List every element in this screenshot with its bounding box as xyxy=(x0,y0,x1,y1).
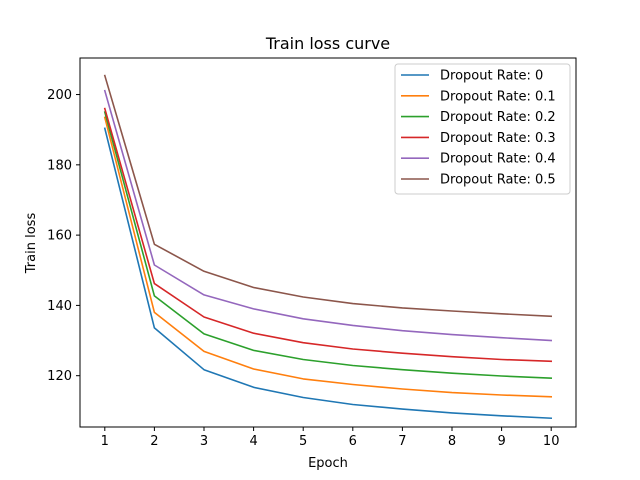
chart-title: Train loss curve xyxy=(265,34,390,53)
legend: Dropout Rate: 0 Dropout Rate: 0.1 Dropout … xyxy=(394,63,571,195)
series-line-1 xyxy=(103,116,553,398)
y-tick-label: 200 xyxy=(47,88,72,103)
x-tick-label: 4 xyxy=(249,434,257,449)
x-tick-label: 1 xyxy=(101,434,109,449)
legend-entry-label: Dropout Rate: 0 xyxy=(440,69,543,84)
y-tick-label: 180 xyxy=(47,158,72,173)
series-line-3 xyxy=(103,107,553,363)
y-tick-label: 140 xyxy=(47,299,72,314)
legend-box xyxy=(394,63,571,195)
x-tick-label: 3 xyxy=(200,434,208,449)
y-tick-label: 120 xyxy=(47,369,72,384)
legend-entry-label: Dropout Rate: 0.2 xyxy=(440,110,556,125)
x-tick-label: 10 xyxy=(543,434,560,449)
x-tick-label: 6 xyxy=(349,434,357,449)
y-axis-label: Train loss xyxy=(24,213,39,275)
legend-entry-label: Dropout Rate: 0.5 xyxy=(440,173,556,188)
x-tick-label: 7 xyxy=(398,434,406,449)
x-axis-label: Epoch xyxy=(308,456,348,471)
axes-frame xyxy=(79,57,577,428)
x-tick-label: 5 xyxy=(299,434,307,449)
series-line-4 xyxy=(103,89,553,342)
legend-entry-label: Dropout Rate: 0.1 xyxy=(440,89,556,104)
legend-entry-label: Dropout Rate: 0.3 xyxy=(440,131,556,146)
x-tick-label: 2 xyxy=(150,434,158,449)
series-line-0 xyxy=(103,127,553,420)
plot-area: 1 2 3 4 5 6 7 8 9 10 120 140 160 180 200 xyxy=(47,74,560,449)
series-line-5 xyxy=(103,74,553,318)
series-line-2 xyxy=(103,111,553,380)
legend-entry-label: Dropout Rate: 0.4 xyxy=(440,152,556,167)
y-tick-label: 160 xyxy=(47,229,72,244)
x-tick-label: 9 xyxy=(497,434,505,449)
x-tick-label: 8 xyxy=(448,434,456,449)
